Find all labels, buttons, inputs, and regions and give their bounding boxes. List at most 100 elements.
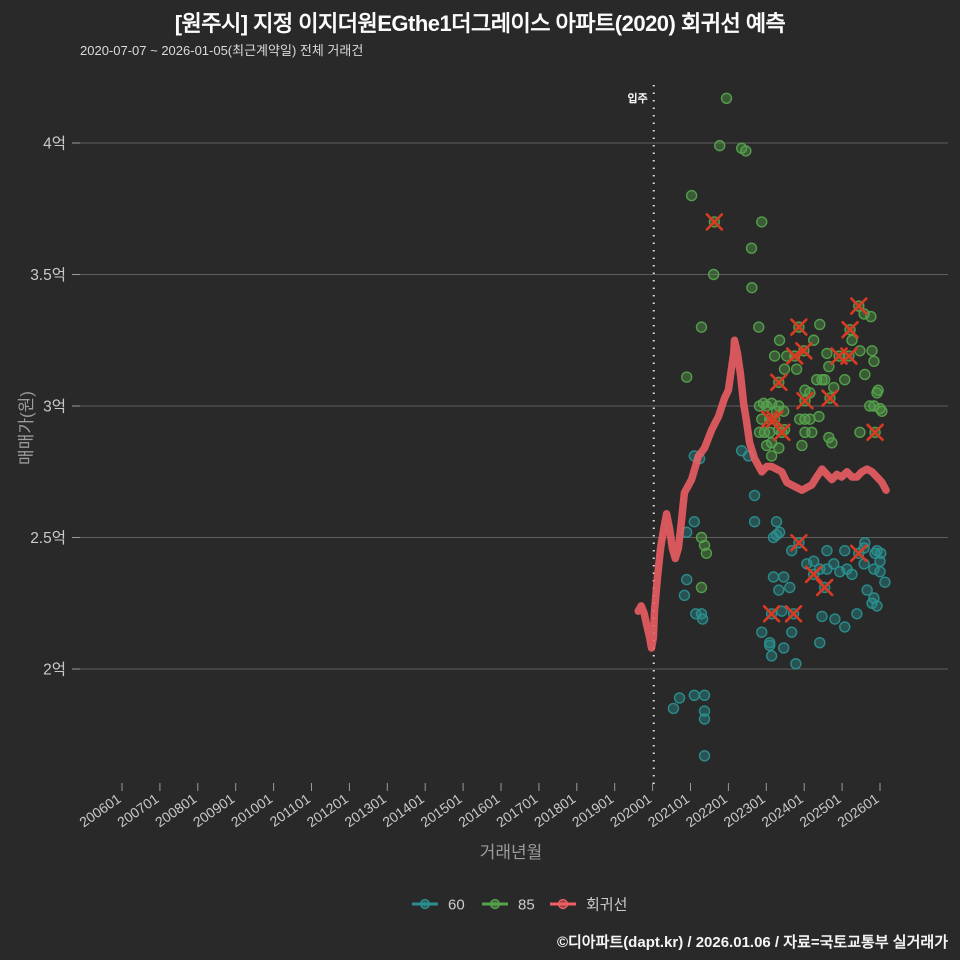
- scatter-point-85[interactable]: [866, 345, 878, 357]
- regression-line[interactable]: [634, 336, 890, 652]
- canceled-transaction-x-icon[interactable]: [790, 533, 808, 552]
- scatter-point-85[interactable]: [765, 450, 778, 462]
- scatter-point-85[interactable]: [790, 363, 803, 375]
- scatter-point-60[interactable]: [839, 544, 851, 557]
- scatter-point-85[interactable]: [813, 410, 825, 423]
- canceled-transaction-x-icon[interactable]: [840, 347, 858, 365]
- canceled-transaction-x-icon[interactable]: [773, 423, 791, 442]
- scatter-point-60[interactable]: [688, 516, 700, 528]
- scatter-point-85[interactable]: [773, 334, 786, 346]
- scatter-point-85[interactable]: [865, 310, 877, 323]
- scatter-point-85[interactable]: [846, 334, 858, 346]
- scatter-point-60[interactable]: [698, 750, 711, 762]
- scatter-point-60[interactable]: [816, 610, 828, 623]
- canceled-transaction-x-icon[interactable]: [849, 297, 868, 315]
- scatter-point-85[interactable]: [868, 355, 880, 367]
- legend-label[interactable]: 회귀선: [586, 897, 627, 914]
- scatter-point-60[interactable]: [748, 516, 761, 528]
- scatter-point-85[interactable]: [814, 318, 826, 331]
- canceled-transaction-x-icon[interactable]: [841, 320, 859, 339]
- scatter-point-60[interactable]: [879, 576, 891, 588]
- scatter-point-60[interactable]: [874, 565, 886, 578]
- scatter-point-85[interactable]: [773, 442, 785, 454]
- scatter-point-60[interactable]: [821, 544, 833, 557]
- scatter-point-85[interactable]: [700, 547, 713, 559]
- scatter-point-60[interactable]: [784, 581, 796, 594]
- canceled-transaction-x-icon[interactable]: [849, 544, 868, 563]
- legend-dot-icon[interactable]: [489, 898, 501, 910]
- scatter-point-85[interactable]: [695, 581, 708, 594]
- scatter-point-85[interactable]: [821, 347, 833, 360]
- canceled-transaction-x-icon[interactable]: [796, 391, 814, 410]
- scatter-point-60[interactable]: [698, 713, 711, 725]
- scatter-point-60[interactable]: [776, 605, 788, 617]
- scatter-point-85[interactable]: [760, 439, 773, 452]
- canceled-transaction-x-icon[interactable]: [815, 578, 834, 597]
- scatter-point-60[interactable]: [861, 584, 873, 596]
- canceled-transaction-x-icon[interactable]: [790, 318, 808, 336]
- scatter-point-85[interactable]: [746, 281, 758, 294]
- scatter-point-85[interactable]: [778, 363, 791, 375]
- canceled-transaction-x-icon[interactable]: [785, 347, 804, 365]
- scatter-point-85[interactable]: [720, 92, 733, 104]
- scatter-point-85[interactable]: [756, 413, 768, 425]
- scatter-point-85[interactable]: [876, 405, 888, 417]
- scatter-point-85[interactable]: [796, 439, 808, 452]
- scatter-point-85[interactable]: [864, 400, 876, 412]
- scatter-point-85[interactable]: [681, 371, 693, 383]
- scatter-point-85[interactable]: [695, 321, 708, 333]
- scatter-point-60[interactable]: [839, 621, 851, 633]
- scatter-point-60[interactable]: [764, 639, 776, 652]
- scatter-point-60[interactable]: [673, 692, 686, 704]
- scatter-point-60[interactable]: [770, 516, 783, 528]
- scatter-point-85[interactable]: [806, 426, 818, 438]
- scatter-point-60[interactable]: [667, 702, 680, 715]
- canceled-transaction-x-icon[interactable]: [765, 410, 784, 428]
- scatter-point-60[interactable]: [851, 608, 863, 620]
- scatter-point-85[interactable]: [854, 426, 866, 438]
- canceled-transaction-x-icon[interactable]: [804, 565, 823, 584]
- scatter-point-85[interactable]: [826, 437, 838, 449]
- scatter-point-60[interactable]: [807, 555, 820, 567]
- scatter-point-60[interactable]: [868, 563, 880, 575]
- scatter-point-85[interactable]: [756, 216, 768, 228]
- canceled-transaction-x-icon[interactable]: [705, 213, 724, 231]
- scatter-point-60[interactable]: [698, 689, 711, 701]
- scatter-point-60[interactable]: [773, 584, 785, 596]
- legend-label[interactable]: 85: [518, 897, 535, 914]
- scatter-point-85[interactable]: [713, 139, 726, 152]
- scatter-point-60[interactable]: [678, 589, 691, 602]
- scatter-point-85[interactable]: [768, 350, 781, 362]
- scatter-point-60[interactable]: [770, 529, 783, 541]
- legend-dot-icon[interactable]: [419, 898, 431, 910]
- scatter-point-60[interactable]: [846, 568, 858, 581]
- canceled-transaction-x-icon[interactable]: [866, 423, 884, 442]
- scatter-point-60[interactable]: [829, 613, 841, 625]
- scatter-point-60[interactable]: [765, 650, 778, 662]
- scatter-point-85[interactable]: [818, 374, 831, 386]
- scatter-point-85[interactable]: [839, 374, 851, 386]
- scatter-point-85[interactable]: [804, 387, 816, 399]
- scatter-point-85[interactable]: [871, 387, 883, 399]
- legend-item-3[interactable]: 회귀선: [550, 897, 627, 914]
- scatter-point-85[interactable]: [707, 268, 720, 281]
- scatter-point-85[interactable]: [740, 145, 752, 157]
- legend-label[interactable]: 60: [448, 897, 465, 914]
- scatter-point-85[interactable]: [868, 400, 880, 412]
- scatter-point-85[interactable]: [745, 242, 758, 254]
- scatter-point-60[interactable]: [828, 558, 840, 570]
- scatter-point-60[interactable]: [748, 489, 761, 502]
- scatter-point-60[interactable]: [756, 626, 768, 638]
- scatter-point-60[interactable]: [790, 658, 802, 670]
- canceled-transaction-x-icon[interactable]: [770, 373, 788, 392]
- scatter-point-85[interactable]: [757, 397, 770, 410]
- scatter-point-60[interactable]: [814, 637, 826, 649]
- scatter-point-60[interactable]: [698, 705, 711, 717]
- scatter-point-60[interactable]: [681, 573, 693, 586]
- legend-item-2[interactable]: 85: [482, 897, 535, 914]
- legend-dot-icon[interactable]: [557, 898, 569, 910]
- scatter-point-85[interactable]: [753, 321, 765, 333]
- scatter-point-60[interactable]: [695, 608, 708, 620]
- scatter-point-60[interactable]: [767, 571, 780, 583]
- scatter-point-60[interactable]: [871, 600, 883, 612]
